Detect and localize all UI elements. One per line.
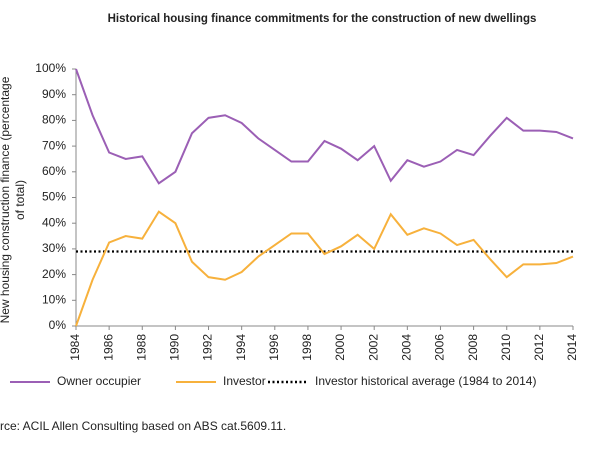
y-axis-label: of total) — [13, 180, 27, 220]
x-tick-label: 2006 — [433, 334, 447, 361]
x-tick-label: 1986 — [101, 334, 115, 361]
y-tick-label: 70% — [42, 138, 66, 152]
x-tick-label: 1996 — [267, 334, 281, 361]
series-line — [75, 68, 574, 185]
x-tick-label: 2004 — [400, 334, 414, 361]
x-tick-label: 1984 — [68, 334, 82, 361]
x-tick-label: 1990 — [168, 334, 182, 361]
y-tick-label: 40% — [42, 215, 66, 229]
y-tick-label: 80% — [42, 113, 66, 127]
series-line — [75, 210, 574, 327]
y-tick-label: 30% — [42, 241, 66, 255]
x-tick-label: 1994 — [234, 334, 248, 361]
y-tick-label: 20% — [42, 267, 66, 281]
y-tick-label: 60% — [42, 164, 66, 178]
source-note: rce: ACIL Allen Consulting based on ABS … — [0, 419, 286, 433]
x-tick-label: 1998 — [300, 334, 314, 361]
y-axis-label: New housing construction finance (percen… — [0, 76, 12, 323]
y-tick-label: 100% — [35, 61, 66, 75]
x-tick-label: 2014 — [565, 334, 579, 361]
x-tick-label: 2000 — [333, 334, 347, 361]
legend-label: Investor — [223, 374, 266, 388]
chart-title: Historical housing finance commitments f… — [108, 13, 537, 25]
legend-label: Owner occupier — [57, 374, 141, 388]
y-tick-label: 0% — [49, 318, 67, 332]
x-tick-label: 1992 — [201, 334, 215, 361]
legend-label: Investor historical average (1984 to 201… — [315, 374, 536, 388]
x-tick-label: 2002 — [366, 334, 380, 361]
x-tick-label: 2008 — [466, 334, 480, 361]
x-tick-label: 2012 — [532, 334, 546, 361]
x-tick-label: 1988 — [134, 334, 148, 361]
y-tick-label: 50% — [42, 190, 66, 204]
y-tick-label: 10% — [42, 292, 66, 306]
x-tick-label: 2010 — [499, 334, 513, 361]
y-tick-label: 90% — [42, 87, 66, 101]
